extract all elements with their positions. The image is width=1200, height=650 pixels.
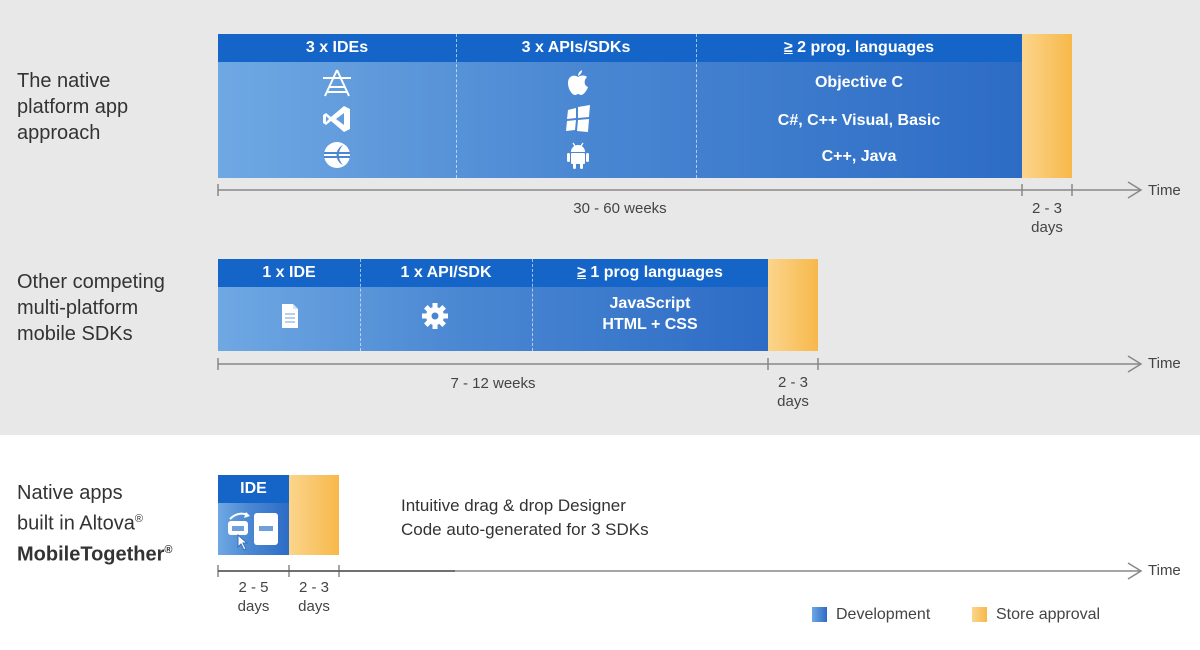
document-icon	[282, 304, 298, 328]
mobiletogether-description: Intuitive drag & drop Designer Code auto…	[401, 494, 649, 542]
label-line: Native apps	[17, 482, 123, 504]
development-block-native: 3 x IDEs 3 x APIs/SDKs ≥ 2 prog. languag…	[218, 34, 1022, 178]
store-duration-mobiletogether: 2 - 3 days	[279, 578, 349, 616]
description-line: Code auto-generated for 3 SDKs	[401, 520, 649, 539]
gte-symbol: ≥	[783, 39, 793, 56]
store-approval-block-competing	[768, 259, 818, 351]
label-line: approach	[17, 122, 101, 144]
column-title-ide: IDE	[240, 480, 267, 497]
languages-title-text: 1 prog languages	[585, 264, 723, 281]
android-icon	[567, 142, 589, 169]
label-text: built in Altova	[17, 512, 135, 535]
dev-duration-competing: 7 - 12 weeks	[450, 375, 536, 392]
label-line: platform app	[17, 96, 129, 118]
time-axis-label: Time	[1148, 182, 1181, 199]
registered-mark: ®	[134, 513, 143, 525]
dev-duration-mobiletogether: 2 - 5 days	[218, 578, 289, 616]
column-title-languages: ≥ 2 prog. languages	[696, 34, 1022, 62]
row-label-native: The native platform app approach	[17, 68, 128, 146]
legend-label-store-approval: Store approval	[996, 606, 1101, 623]
product-name: MobileTogether	[17, 543, 165, 566]
label-line: multi-platform	[17, 297, 139, 319]
languages-title-text: 2 prog. languages	[792, 39, 935, 56]
registered-mark: ®	[164, 543, 173, 556]
label-line: Other competing	[17, 271, 165, 293]
header-strip	[218, 259, 768, 287]
duration-line: 2 - 3	[777, 374, 808, 391]
label-line: mobile SDKs	[17, 323, 133, 345]
dev-duration-native: 30 - 60 weeks	[573, 200, 667, 217]
column-title-api: 1 x API/SDK	[400, 264, 492, 281]
legend-swatch-store-approval	[972, 607, 987, 622]
duration-line: 2 - 3	[298, 579, 329, 596]
gte-symbol: ≥	[577, 264, 586, 281]
store-duration-native: 2 - 3 days	[1012, 199, 1082, 237]
column-divider	[532, 259, 533, 351]
visual-studio-icon	[323, 106, 350, 132]
store-duration-competing: 2 - 3 days	[758, 373, 828, 411]
language-item: C#, C++ Visual, Basic	[777, 112, 941, 129]
column-divider	[360, 259, 361, 351]
column-title-languages: ≥ 1 prog languages	[532, 259, 768, 287]
legend-label-development: Development	[836, 606, 931, 623]
apple-icon	[568, 70, 588, 95]
store-approval-block-mobiletogether	[289, 475, 339, 555]
column-title-apis: 3 x APIs/SDKs	[521, 39, 631, 56]
duration-line: 2 - 3	[1031, 200, 1062, 217]
header-strip	[218, 34, 1022, 62]
time-axis-label: Time	[1148, 355, 1181, 372]
label-line: The native	[17, 70, 111, 92]
eclipse-icon	[324, 142, 350, 168]
time-axis-label: Time	[1148, 562, 1181, 579]
language-item: C++, Java	[821, 148, 897, 165]
duration-line: 2 - 5	[238, 579, 269, 596]
duration-line: days	[237, 598, 270, 615]
row-label-competing: Other competing multi-platform mobile SD…	[17, 269, 165, 347]
column-divider	[456, 34, 457, 178]
windows-icon	[566, 105, 590, 132]
label-line: built in Altova®	[17, 506, 173, 537]
legend-swatch-development	[812, 607, 827, 622]
description-line: Intuitive drag & drop Designer	[401, 496, 626, 515]
store-approval-block-native	[1022, 34, 1072, 178]
column-title-ide: 1 x IDE	[262, 264, 316, 281]
development-block-competing: 1 x IDE 1 x API/SDK ≥ 1 prog languages J…	[218, 259, 768, 351]
column-divider	[696, 34, 697, 178]
header-strip	[218, 475, 289, 503]
duration-line: days	[777, 393, 809, 410]
language-item: Objective C	[814, 74, 904, 91]
development-block-mobiletogether: IDE	[218, 475, 289, 555]
label-line: MobileTogether®	[17, 537, 173, 568]
drag-drop-designer-icon	[228, 512, 278, 551]
language-item: HTML + CSS	[602, 316, 698, 333]
duration-line: days	[1031, 219, 1063, 236]
gear-icon	[422, 303, 448, 329]
column-title-ides: 3 x IDEs	[305, 39, 369, 56]
xcode-icon	[323, 69, 351, 97]
language-item: JavaScript	[609, 295, 691, 312]
duration-line: days	[298, 598, 330, 615]
row-label-mobiletogether: Native apps built in Altova® MobileToget…	[17, 480, 173, 567]
